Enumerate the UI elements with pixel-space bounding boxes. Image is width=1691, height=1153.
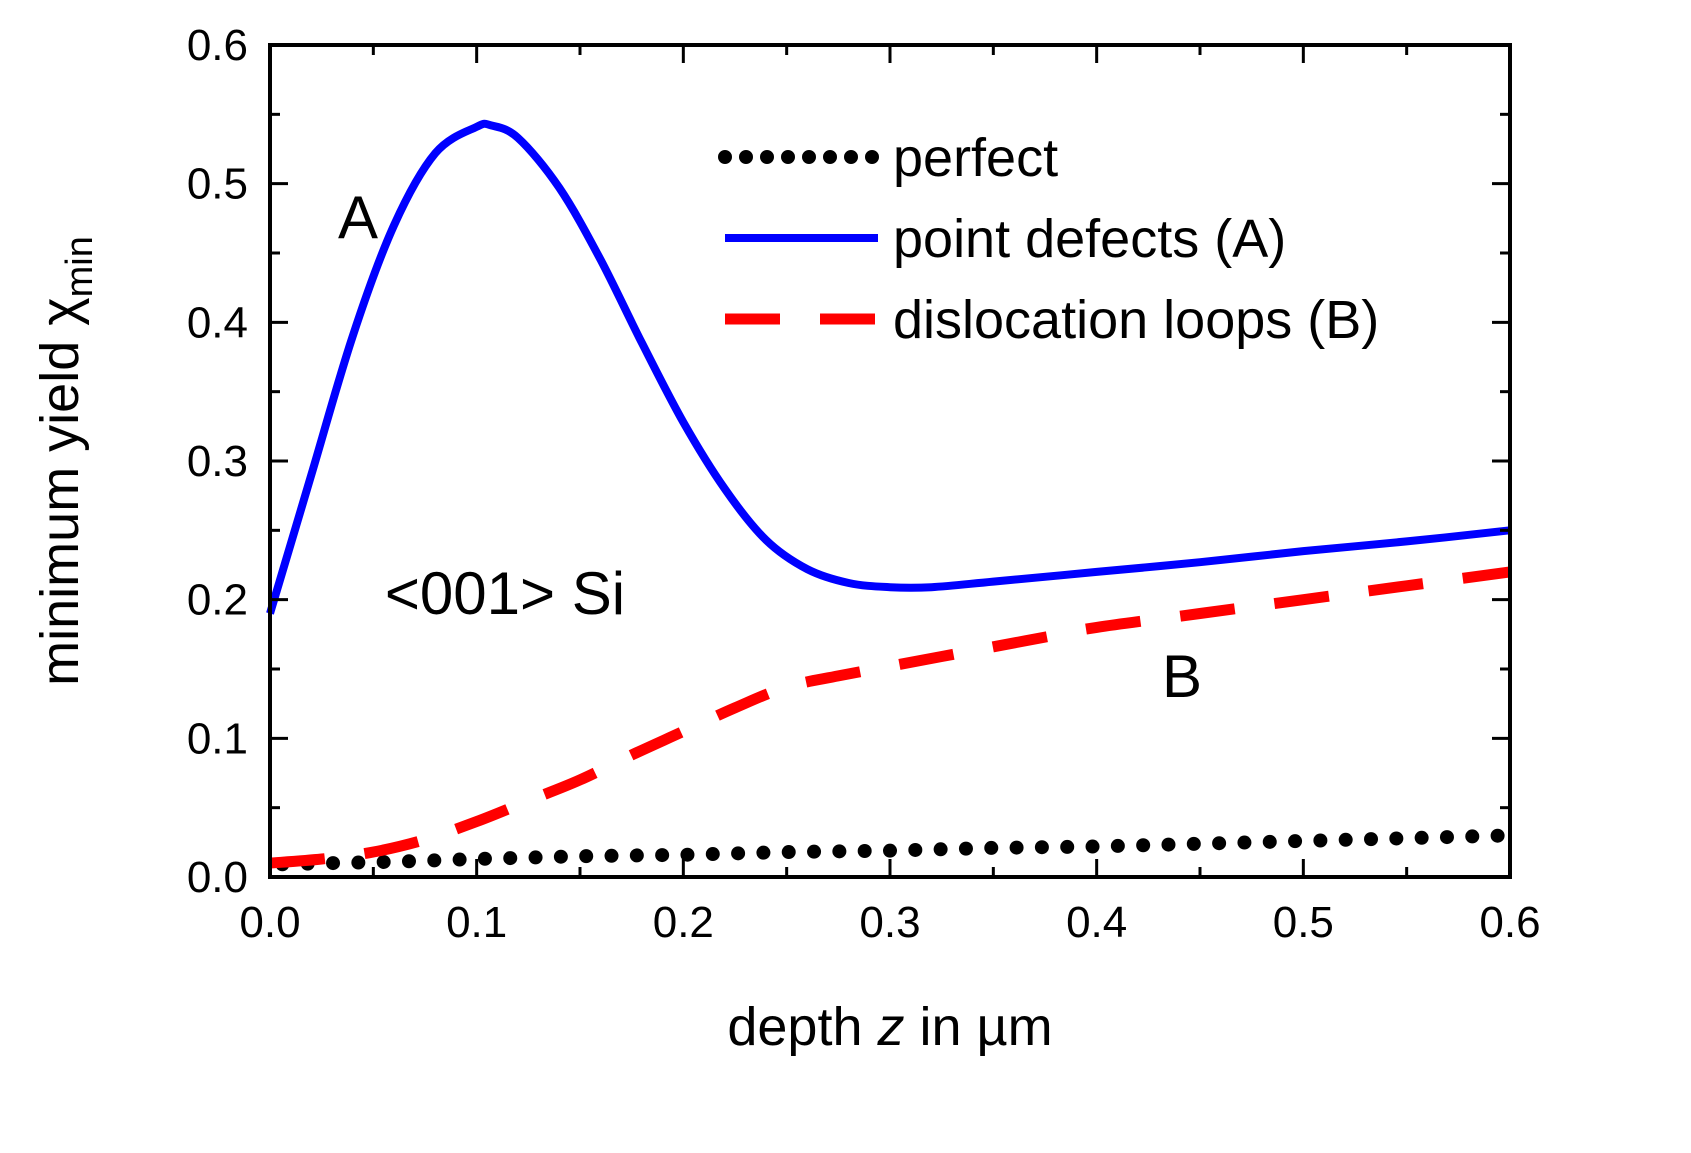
legend: perfect point defects (A) dislocation lo… <box>718 128 1379 350</box>
x-tick-label: 0.4 <box>1066 898 1127 947</box>
series-perfect-point <box>326 856 341 871</box>
x-axis-title-suffix: in µm <box>905 997 1053 1057</box>
y-tick-label: 0.0 <box>187 853 248 902</box>
annotation-a: A <box>338 184 378 251</box>
x-axis-title-prefix: depth <box>727 997 877 1057</box>
series-point-defects-a-line <box>266 119 1511 615</box>
series-perfect-point <box>680 847 695 862</box>
legend-label-point-defects: point defects (A) <box>893 209 1286 269</box>
series-perfect-point <box>1009 840 1024 855</box>
x-tick-label: 0.0 <box>239 898 300 947</box>
y-axis-title-main: minimum yield χ <box>30 297 90 685</box>
series-perfect-point <box>553 849 568 864</box>
y-tick-label: 0.1 <box>187 714 248 763</box>
y-axis-title: minimum yield χmin <box>30 236 101 686</box>
legend-label-dislocation-loops: dislocation loops (B) <box>893 290 1379 350</box>
series-perfect-point <box>1034 840 1049 855</box>
y-axis-title-sub: min <box>59 236 101 297</box>
series-perfect-point <box>1439 830 1454 845</box>
series-perfect-point <box>604 848 619 863</box>
series-perfect-point <box>1414 830 1429 845</box>
x-tick-label: 0.1 <box>446 898 507 947</box>
series-layer <box>266 119 1511 872</box>
annotation-b: B <box>1162 643 1202 710</box>
series-perfect-point <box>731 846 746 861</box>
series-perfect-point <box>1212 836 1227 851</box>
series-perfect-point <box>1060 839 1075 854</box>
series-perfect-point <box>629 848 644 863</box>
annotation-crystal: <001> Si <box>385 560 625 627</box>
y-tick-label: 0.6 <box>187 21 248 70</box>
y-tick-label: 0.3 <box>187 437 248 486</box>
series-perfect-point <box>655 848 670 863</box>
series-perfect-point <box>1288 834 1303 849</box>
x-tick-label: 0.2 <box>653 898 714 947</box>
series-perfect-point <box>401 854 416 869</box>
series-perfect-point <box>756 845 771 860</box>
series-perfect-point <box>908 842 923 857</box>
x-tick-label: 0.3 <box>859 898 920 947</box>
y-tick-label: 0.5 <box>187 160 248 209</box>
series-perfect-point <box>1186 836 1201 851</box>
x-tick-label: 0.6 <box>1479 898 1540 947</box>
series-perfect-point <box>1364 832 1379 847</box>
series-perfect-point <box>503 851 518 866</box>
series-perfect-point <box>781 845 796 860</box>
series-perfect-point <box>351 855 366 870</box>
x-axis-title: depth z in µm <box>727 997 1052 1057</box>
series-perfect-point <box>1490 828 1505 843</box>
y-tick-label: 0.4 <box>187 298 248 347</box>
plot-frame <box>268 43 1512 879</box>
series-perfect-point <box>832 844 847 859</box>
series-perfect-point <box>1262 834 1277 849</box>
series-perfect-point <box>984 840 999 855</box>
legend-label-perfect: perfect <box>893 128 1058 188</box>
series-perfect-point <box>883 843 897 858</box>
series-perfect-point <box>452 852 467 867</box>
ticks-layer: 0.0 0.1 0.2 0.3 0.4 0.5 0.6 0.0 0.1 0.2 0.3 0.4 0.5 0… <box>187 21 1541 947</box>
series-perfect-point <box>528 850 543 865</box>
series-perfect-point <box>1085 839 1100 854</box>
series-perfect-point <box>1237 835 1252 850</box>
series-perfect-point <box>1110 838 1125 853</box>
series-perfect-point <box>1338 832 1353 847</box>
series-dislocation-loops-b-line <box>269 566 1511 869</box>
series-perfect-point <box>933 842 948 857</box>
series-perfect-point <box>1313 833 1328 848</box>
series-perfect-point <box>807 844 822 859</box>
series-perfect-point <box>477 851 492 866</box>
series-perfect-point <box>1465 829 1480 844</box>
series-perfect-point <box>1136 838 1151 853</box>
series-perfect-point <box>958 841 973 856</box>
series-perfect-point <box>579 849 594 864</box>
x-tick-label: 0.5 <box>1273 898 1334 947</box>
y-tick-label: 0.2 <box>187 576 248 625</box>
x-axis-title-var: z <box>877 997 905 1057</box>
series-perfect-point <box>376 854 391 869</box>
series-perfect-point <box>427 853 442 868</box>
series-perfect-point <box>1389 831 1404 846</box>
series-perfect-point <box>705 847 720 862</box>
series-perfect-point <box>857 843 872 858</box>
series-perfect-point <box>1161 837 1176 852</box>
